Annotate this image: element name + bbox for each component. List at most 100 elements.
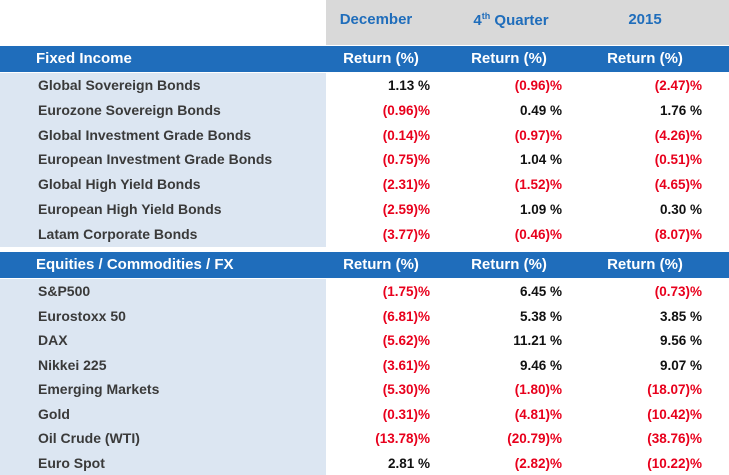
quarter-value: (2.82)%	[514, 455, 562, 471]
table-row: Oil Crude (WTI) (13.78)% (20.79)% (38.76)%	[0, 426, 729, 451]
quarter-value: (4.81)%	[514, 406, 562, 422]
column-header: Return (%)	[607, 50, 683, 67]
year-value: 9.56 %	[659, 333, 702, 348]
row-label: Euro Spot	[38, 454, 105, 471]
quarter-value: 9.46 %	[519, 357, 562, 373]
december-value: (6.81)%	[382, 308, 430, 324]
column-header: Return (%)	[471, 256, 547, 273]
row-label: Eurostoxx 50	[38, 307, 126, 324]
year-value: (18.07)%	[647, 382, 702, 397]
column-header: Return (%)	[607, 256, 683, 273]
row-label-cell	[0, 221, 326, 247]
year-value: 9.07 %	[659, 357, 702, 373]
row-label: Gold	[38, 405, 70, 422]
table-row: Eurozone Sovereign Bonds (0.96)% 0.49 % 1.7…	[0, 97, 729, 123]
december-value: (2.59)%	[382, 202, 430, 217]
row-label-cell	[0, 122, 326, 148]
quarter-value: 6.45 %	[519, 284, 562, 299]
table-row: S&P500 (1.75)% 6.45 % (0.73)%	[0, 279, 729, 304]
quarter-value: (20.79)%	[507, 431, 562, 446]
year-value: (38.76)%	[647, 431, 702, 446]
row-label: European Investment Grade Bonds	[38, 151, 273, 168]
row-label: Global High Yield Bonds	[38, 176, 201, 193]
year-value: (10.42)%	[647, 406, 702, 422]
year-value: (4.65)%	[654, 177, 702, 193]
row-label: Global Sovereign Bonds	[38, 77, 201, 93]
december-value: (2.31)%	[382, 177, 430, 193]
december-value: 2.81 %	[387, 455, 430, 471]
quarter-value: (0.46)%	[514, 226, 562, 242]
row-label-cell	[0, 401, 326, 426]
period-header-background	[326, 0, 729, 45]
column-header: Return (%)	[343, 50, 419, 67]
quarter-value: 1.09 %	[519, 202, 562, 217]
row-label: Emerging Markets	[38, 381, 160, 397]
table-row: Latam Corporate Bonds (3.77)% (0.46)% (8.07…	[0, 221, 729, 247]
december-value: (0.96)%	[382, 102, 430, 118]
december-value: (0.75)%	[382, 152, 430, 168]
section-title: Fixed Income	[36, 50, 132, 67]
period-fourth-quarter: 4th Quarter	[473, 11, 549, 29]
fixed-income-header: Fixed Income Return (%) Return (%) Retur…	[0, 46, 729, 72]
column-header: Return (%)	[343, 256, 419, 273]
year-value: 3.85 %	[659, 308, 702, 324]
row-label: Oil Crude (WTI)	[38, 430, 140, 446]
quarter-value: (0.96)%	[514, 78, 562, 93]
december-value: (3.61)%	[382, 357, 430, 373]
table-row: Nikkei 225 (3.61)% 9.46 % 9.07 %	[0, 352, 729, 377]
row-label-cell	[0, 197, 326, 222]
column-header: Return (%)	[471, 50, 547, 67]
row-label-cell	[0, 172, 326, 197]
row-label: Latam Corporate Bonds	[38, 225, 198, 242]
section-title: Equities / Commodities / FX	[36, 256, 234, 273]
december-value: (0.31)%	[382, 406, 430, 422]
year-value: (10.22)%	[647, 455, 702, 471]
table-row: Eurostoxx 50 (6.81)% 5.38 % 3.85 %	[0, 303, 729, 328]
year-value: (0.73)%	[654, 284, 702, 299]
quarter-value: 5.38 %	[519, 308, 562, 324]
row-label: S&P500	[38, 283, 91, 299]
table-row: Emerging Markets (5.30)% (1.80)% (18.07)%	[0, 377, 729, 402]
quarter-value: 1.04 %	[519, 152, 562, 168]
row-label-cell	[0, 279, 326, 304]
period-2015: 2015	[628, 11, 662, 28]
row-label: European High Yield Bonds	[38, 201, 222, 217]
row-label: Eurozone Sovereign Bonds	[38, 101, 221, 118]
quarter-value: (1.80)%	[514, 382, 562, 397]
table-row: Global High Yield Bonds (2.31)% (1.52)% (4.…	[0, 172, 729, 197]
row-label-cell	[0, 73, 326, 98]
equities-header: Equities / Commodities / FX Return (%) R…	[0, 252, 729, 278]
december-value: (5.62)%	[382, 333, 430, 348]
year-value: (2.47)%	[654, 78, 702, 93]
december-value: (1.75)%	[382, 284, 430, 299]
period-december: December	[339, 11, 413, 28]
table-row: Global Investment Grade Bonds (0.14)% (0.9…	[0, 122, 729, 148]
year-value: (0.51)%	[654, 152, 702, 168]
header-blank-cell	[0, 0, 326, 45]
table-row: European Investment Grade Bonds (0.75)% 1.…	[0, 147, 729, 173]
year-value: 0.30 %	[659, 202, 702, 217]
row-label-cell	[0, 303, 326, 328]
december-value: 1.13 %	[387, 78, 430, 93]
table-row: Global Sovereign Bonds 1.13 % (0.96)% (2.47…	[0, 73, 729, 98]
row-label: DAX	[38, 332, 68, 348]
year-value: (8.07)%	[654, 226, 702, 242]
quarter-value: 11.21 %	[513, 333, 562, 348]
row-label: Nikkei 225	[38, 356, 107, 373]
row-label-cell	[0, 352, 326, 377]
row-label-cell	[0, 450, 326, 475]
year-value: (4.26)%	[654, 127, 702, 143]
row-label-cell	[0, 97, 326, 123]
december-value: (13.78)%	[375, 431, 430, 446]
quarter-value: 0.49 %	[519, 102, 562, 118]
table-row: DAX (5.62)% 11.21 % 9.56 %	[0, 328, 729, 353]
row-label-cell	[0, 426, 326, 451]
december-value: (3.77)%	[382, 226, 430, 242]
december-value: (0.14)%	[382, 127, 430, 143]
year-value: 1.76 %	[659, 102, 702, 118]
quarter-value: (0.97)%	[514, 127, 562, 143]
table-row: Euro Spot 2.81 % (2.82)% (10.22)%	[0, 450, 729, 475]
row-label-cell	[0, 328, 326, 353]
quarter-value: (1.52)%	[514, 177, 562, 193]
row-label-cell	[0, 377, 326, 402]
